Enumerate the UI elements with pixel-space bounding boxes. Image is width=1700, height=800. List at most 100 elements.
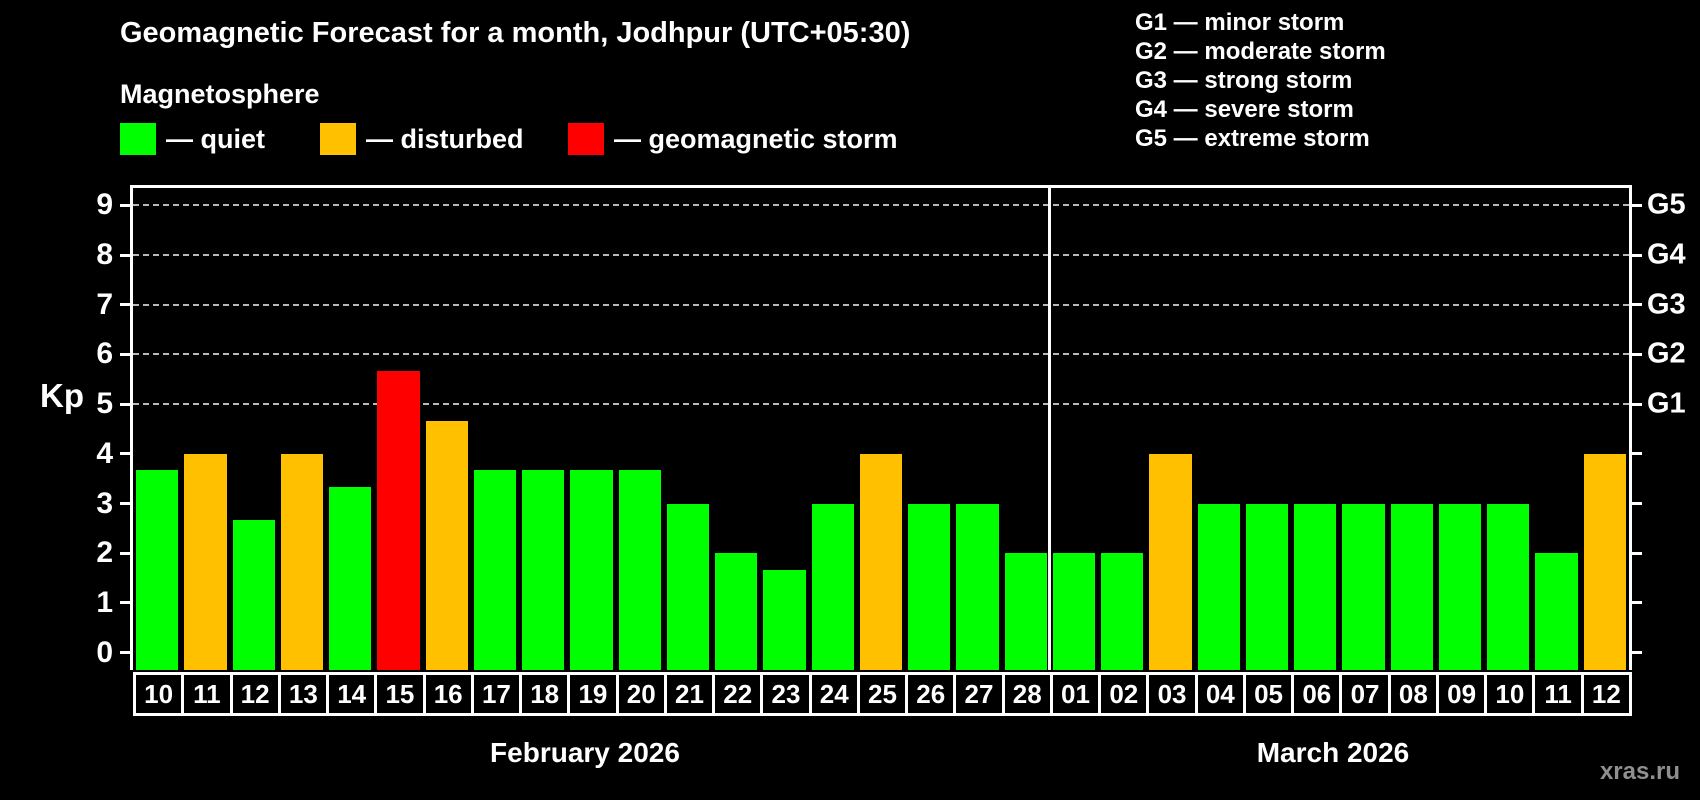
y-axis-tick-left [120,352,130,356]
day-label-cell: 20 [615,672,667,716]
y-axis-tick-left [120,402,130,406]
day-label-cell: 08 [1387,672,1439,716]
kp-bar [570,470,613,670]
kp-bar [956,503,999,670]
y-axis-tick-right [1632,402,1642,406]
g-level-label: G4 [1647,238,1686,271]
day-label-cell: 14 [326,672,378,716]
y-tick-label: 3 [96,486,113,520]
day-label-cell: 28 [1001,672,1053,716]
kp-bar [1101,553,1144,670]
g-level-label: G3 [1647,288,1686,321]
kp-gridline [133,303,1629,306]
storm-color-swatch [568,123,604,155]
disturbed-color-swatch [320,123,356,155]
day-label-cell: 03 [1146,672,1198,716]
kp-bar [1197,503,1240,670]
g-scale-legend: G1 — minor storm G2 — moderate storm G3 … [1135,8,1386,153]
y-axis-tick-left [120,551,130,555]
g-level-label: G2 [1647,337,1686,370]
day-label-cell: 15 [374,672,426,716]
day-label-cell: 10 [1484,672,1536,716]
day-label-cell: 07 [1339,672,1391,716]
kp-bar [1438,503,1482,670]
day-label-cell: 05 [1242,672,1295,716]
g1-legend-item: G1 — minor storm [1135,9,1345,36]
g2-legend-item: G2 — moderate storm [1135,38,1386,65]
y-tick-label: 6 [96,337,113,371]
y-axis-title: Kp [40,377,84,414]
y-axis-tick-right [1632,303,1642,307]
kp-bar [1004,553,1047,670]
kp-bar [811,503,854,670]
kp-bar [1342,503,1385,670]
y-axis-tick-right [1632,651,1642,655]
kp-bar [377,370,420,670]
g4-legend-item: G4 — severe storm [1135,96,1354,123]
day-label-cell: 18 [519,672,571,716]
y-tick-label: 0 [96,635,113,669]
y-axis-tick-left [120,651,130,655]
y-axis-tick-right [1632,203,1642,207]
kp-bar [184,453,227,670]
day-label-cell: 24 [808,672,860,716]
y-axis-tick-right [1632,502,1642,506]
day-label-cell: 04 [1194,672,1246,716]
day-label-cell: 22 [712,672,764,716]
kp-gridline [133,204,1629,207]
kp-bar [522,470,565,670]
day-label-cell: 17 [470,672,523,716]
kp-bar [859,453,903,670]
y-axis-tick-right [1632,601,1642,605]
kp-bar [1583,453,1626,670]
watermark: xras.ru [1599,758,1680,785]
kp-bar [763,569,806,670]
month-label-february: February 2026 [490,737,680,768]
day-label-cell: 21 [663,672,716,716]
month-label-march: March 2026 [1256,737,1410,768]
y-axis-tick-right [1632,551,1642,555]
kp-bar [1245,503,1289,670]
day-label-cell: 27 [953,672,1005,716]
day-label-cell: 23 [760,672,812,716]
y-axis-tick-left [120,253,130,257]
day-label-cell: 25 [856,672,909,716]
plot-area: G1 G2 G3 G4 G5 0 1 2 3 4 5 6 7 8 9 [96,185,1686,670]
day-label-cell: 10 [133,672,185,716]
kp-bar [908,503,951,670]
y-tick-label: 4 [96,436,113,470]
kp-gridline [133,353,1629,356]
day-label-cell: 16 [422,672,474,716]
day-label-cell: 12 [1580,672,1632,716]
kp-bar [1294,503,1337,670]
kp-bar [280,453,324,670]
kp-gridline [133,254,1629,257]
chart-title: Geomagnetic Forecast for a month, Jodhpu… [120,17,911,49]
y-tick-label: 7 [96,287,113,321]
kp-gridline [133,403,1629,406]
kp-bar [473,470,517,670]
day-label-cell: 12 [229,672,281,716]
kp-bar [1390,503,1433,670]
day-label-cell: 09 [1435,672,1488,716]
day-label-cell: 02 [1098,672,1150,716]
kp-bar [666,503,710,670]
y-axis-tick-left [120,452,130,456]
kp-bar [1487,503,1530,670]
day-label-cell: 19 [567,672,619,716]
storm-legend-label: — geomagnetic storm [614,124,898,154]
kp-bar [232,519,275,670]
day-label-cell: 11 [181,672,233,716]
magnetosphere-label: Magnetosphere [120,79,320,109]
day-label-cell: 13 [277,672,330,716]
y-axis-tick-left [120,502,130,506]
day-label-cell: 01 [1049,672,1102,716]
y-axis-tick-right [1632,452,1642,456]
g3-legend-item: G3 — strong storm [1135,67,1353,94]
kp-bar [425,420,468,670]
g-level-label: G1 [1647,387,1686,420]
disturbed-legend-label: — disturbed [366,124,524,154]
y-axis-tick-left [120,601,130,605]
y-axis-tick-left [120,203,130,207]
